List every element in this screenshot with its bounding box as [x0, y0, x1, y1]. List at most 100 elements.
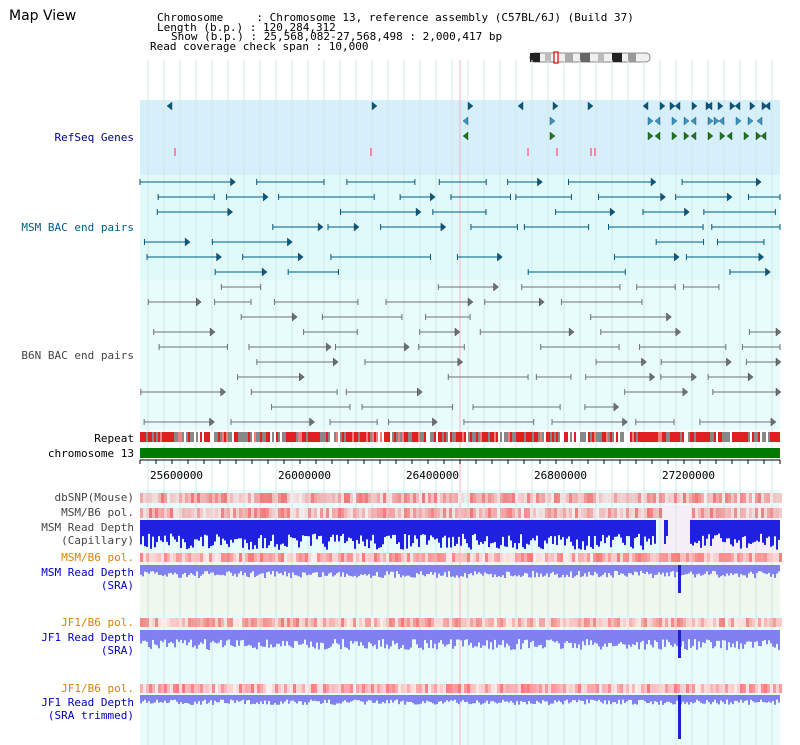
- msm-bac-pair: [497, 252, 503, 262]
- read-depth-bar: [644, 630, 646, 650]
- read-depth-bar: [386, 630, 388, 645]
- polymorphism-cell: [548, 684, 551, 693]
- polymorphism-cell: [452, 618, 455, 627]
- repeat-segment: [170, 432, 172, 442]
- read-depth-bar: [276, 520, 278, 545]
- read-depth-bar: [466, 565, 468, 578]
- polymorphism-cell: [548, 508, 551, 518]
- polymorphism-cell: [404, 508, 407, 518]
- polymorphism-cell: [572, 684, 575, 693]
- read-depth-bar: [376, 695, 378, 701]
- read-depth-bar: [160, 520, 162, 541]
- jf1-depth-sra-line2: (SRA): [100, 644, 134, 657]
- read-depth-bar: [444, 565, 446, 573]
- repeat-segment: [544, 432, 546, 442]
- read-depth-bar: [428, 695, 430, 702]
- repeat-segment: [680, 432, 682, 442]
- polymorphism-cell: [728, 553, 731, 562]
- polymorphism-cell: [221, 493, 224, 503]
- read-depth-bar: [384, 565, 386, 576]
- read-depth-bar: [532, 565, 534, 571]
- read-depth-bar: [358, 695, 360, 701]
- polymorphism-cell: [230, 493, 233, 503]
- read-depth-bar: [644, 565, 646, 575]
- repeat-track[interactable]: [140, 432, 780, 442]
- repeat-segment: [378, 432, 380, 442]
- polymorphism-cell: [218, 493, 221, 503]
- polymorphism-cell: [530, 493, 533, 503]
- repeat-segment: [606, 432, 608, 442]
- polymorphism-cell: [641, 553, 644, 562]
- polymorphism-cell: [440, 493, 443, 503]
- chromosome-ideogram[interactable]: [529, 51, 651, 64]
- polymorphism-cell: [488, 618, 491, 627]
- read-depth-bar: [572, 695, 574, 701]
- read-depth-bar: [722, 630, 724, 641]
- read-depth-bar: [472, 630, 474, 648]
- read-depth-bar: [646, 630, 648, 645]
- polymorphism-cell: [602, 684, 605, 693]
- read-depth-bar: [202, 520, 204, 547]
- gene-feature: [690, 131, 697, 141]
- read-depth-bar: [360, 695, 362, 702]
- polymorphism-cell: [221, 553, 224, 562]
- polymorphism-cell: [179, 508, 182, 518]
- polymorphism-cell: [557, 553, 560, 562]
- read-depth-bar: [334, 630, 336, 640]
- polymorphism-cell: [635, 553, 638, 562]
- read-depth-bar: [530, 520, 532, 541]
- b6n-bac-pair: [196, 297, 202, 307]
- read-depth-bar: [552, 695, 554, 704]
- polymorphism-cell: [479, 684, 482, 693]
- read-depth-bar: [778, 630, 780, 650]
- read-depth-bar: [634, 565, 636, 572]
- read-depth-bar: [380, 695, 382, 704]
- read-depth-bar: [350, 565, 352, 577]
- polymorphism-cell: [230, 684, 233, 693]
- msm-bac-features[interactable]: [139, 177, 781, 277]
- refseq-gene-features[interactable]: [166, 101, 771, 156]
- polymorphism-cell: [623, 493, 626, 503]
- read-depth-bar: [558, 630, 560, 644]
- read-depth-bar: [582, 630, 584, 642]
- read-depth-bar: [370, 520, 372, 541]
- polymorphism-cell: [152, 508, 155, 518]
- read-depth-bar: [522, 565, 524, 576]
- polymorphism-cell: [641, 493, 644, 503]
- polymorphism-cell: [737, 684, 740, 693]
- polymorphism-cell: [410, 684, 413, 693]
- b6n-bac-features[interactable]: [140, 282, 782, 427]
- read-depth-bar: [760, 565, 762, 572]
- read-depth-bar: [750, 565, 752, 572]
- read-depth-bar: [324, 695, 326, 700]
- read-depth-bar: [310, 520, 312, 546]
- repeat-segment: [352, 432, 354, 442]
- polymorphism-cell: [530, 553, 533, 562]
- repeat-segment: [760, 432, 762, 442]
- polymorphism-cell: [212, 493, 215, 503]
- polymorphism-cell: [704, 508, 707, 518]
- read-depth-bar: [296, 630, 298, 642]
- read-depth-bar: [758, 520, 760, 542]
- polymorphism-cell: [632, 618, 635, 627]
- read-depth-bar: [394, 520, 396, 535]
- read-depth-bar: [164, 695, 166, 701]
- repeat-segment: [418, 432, 420, 442]
- polymorphism-cell: [329, 684, 332, 693]
- polymorphism-cell: [239, 684, 242, 693]
- read-depth-bar: [184, 520, 186, 543]
- repeat-segment: [510, 432, 512, 442]
- read-depth-bar: [384, 695, 386, 704]
- polymorphism-cell: [302, 684, 305, 693]
- polymorphism-cell: [653, 493, 656, 503]
- gene-feature: [755, 131, 762, 141]
- polymorphism-cell: [245, 684, 248, 693]
- read-depth-bar: [172, 630, 174, 644]
- read-depth-bar: [440, 695, 442, 702]
- read-depth-bar: [694, 695, 696, 703]
- polymorphism-cell: [503, 553, 506, 562]
- chromosome-bar[interactable]: [140, 448, 780, 458]
- repeat-segment: [654, 432, 656, 442]
- repeat-segment: [700, 432, 702, 442]
